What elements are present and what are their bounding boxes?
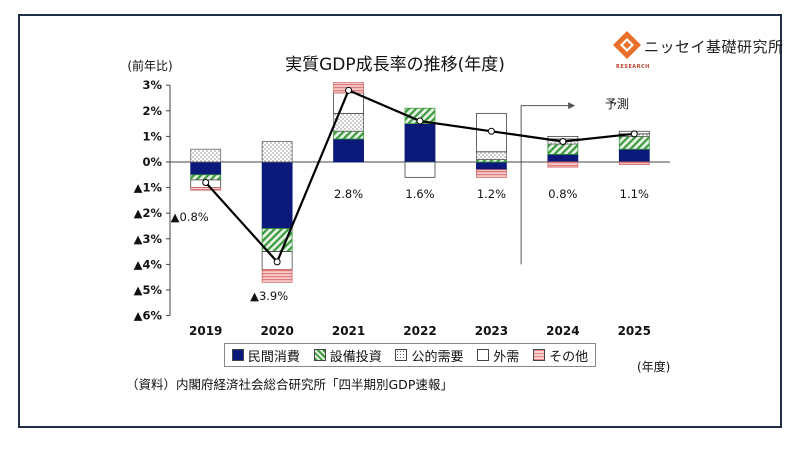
legend-label-public: 公的需要 — [411, 349, 464, 365]
x-axis-unit: (年度) — [637, 360, 671, 374]
gdp-growth-point — [273, 258, 281, 266]
bar-segment-private — [190, 161, 222, 176]
gdp-growth-point — [630, 130, 638, 138]
bar-segment-private — [333, 138, 364, 163]
gdp-growth-point — [416, 117, 424, 125]
y-tick-label: ▲1% — [134, 181, 163, 195]
y-tick-label: ▲5% — [134, 283, 163, 297]
bar-segment-invest — [618, 135, 650, 150]
forecast-arrow-head — [568, 102, 576, 110]
bar-segment-public — [261, 141, 293, 163]
legend-item-external: 外需 — [477, 346, 519, 365]
bar-segment-invest — [547, 143, 579, 155]
bar-segment-external — [404, 161, 436, 178]
y-axis-label: (前年比) — [127, 58, 172, 73]
bar-segment-other — [190, 187, 222, 191]
x-tick-label: 2022 — [403, 324, 436, 338]
legend-label-private: 民間消費 — [247, 349, 300, 365]
x-tick-label: 2021 — [332, 324, 365, 338]
bar-segment-private — [618, 148, 650, 163]
bar-segment-private — [404, 123, 436, 163]
y-tick-label: 3% — [142, 78, 162, 92]
bar-segment-invest — [333, 130, 364, 140]
logo: ニッセイ基礎研究所 RESEARCH — [612, 30, 787, 75]
forecast-annotation: 予測 — [605, 97, 629, 111]
legend-label-other: その他 — [549, 349, 589, 365]
bar-segment-private — [261, 161, 293, 229]
legend-label-external: 外需 — [493, 349, 520, 365]
bar-segment-public — [190, 148, 222, 163]
gdp-data-label: ▲0.8% — [171, 210, 209, 224]
bar-segment-invest — [261, 228, 293, 252]
bar-segment-other — [476, 169, 507, 178]
source-note: （資料）内閣府経済社会総合研究所「四半期別GDP速報」 — [126, 377, 453, 392]
x-tick-label: 2025 — [618, 324, 651, 338]
x-tick-label: 2020 — [260, 324, 293, 338]
legend-swatch-public — [395, 349, 408, 361]
gdp-data-label: ▲3.9% — [250, 289, 288, 303]
x-tick-label: 2023 — [475, 324, 508, 338]
logo-text: ニッセイ基礎研究所 — [644, 38, 784, 56]
bar-segment-private — [476, 161, 507, 171]
legend-item-public: 公的需要 — [395, 346, 464, 365]
x-tick-label: 2019 — [189, 324, 222, 338]
gdp-growth-point — [345, 86, 353, 94]
bar-segment-other — [547, 161, 579, 168]
gdp-data-label: 1.6% — [405, 187, 434, 201]
bar-segment-private — [547, 153, 579, 163]
bar-segment-other — [618, 161, 650, 165]
gdp-data-label: 2.8% — [334, 187, 363, 201]
logo-subtext: RESEARCH — [616, 64, 650, 70]
legend-swatch-invest — [313, 349, 326, 361]
gdp-growth-point — [559, 138, 567, 146]
legend-label-invest: 設備投資 — [329, 349, 382, 365]
legend: 民間消費 設備投資 公的需要 外需 その他 — [224, 343, 596, 367]
gdp-growth-point — [202, 178, 210, 186]
y-tick-label: 2% — [142, 104, 162, 118]
gdp-data-label: 1.1% — [620, 187, 649, 201]
legend-item-private: 民間消費 — [231, 346, 300, 365]
bar-segment-other — [261, 269, 293, 283]
legend-swatch-external — [477, 349, 490, 361]
chart-title: 実質GDP成長率の推移(年度) — [285, 55, 505, 75]
y-tick-label: 1% — [142, 129, 162, 143]
logo-mark-icon — [613, 31, 641, 59]
legend-item-invest: 設備投資 — [313, 346, 382, 365]
bar-segment-public — [476, 151, 507, 160]
gdp-growth-point — [487, 127, 495, 135]
gdp-data-label: 0.8% — [548, 187, 577, 201]
y-tick-label: ▲2% — [134, 206, 163, 220]
x-tick-label: 2024 — [546, 324, 579, 338]
legend-item-other: その他 — [533, 346, 588, 365]
y-tick-label: ▲6% — [134, 309, 163, 323]
legend-swatch-private — [231, 349, 244, 361]
gdp-data-label: 1.2% — [477, 187, 506, 201]
y-tick-label: ▲4% — [134, 257, 163, 271]
legend-swatch-other — [533, 349, 546, 361]
y-tick-label: ▲3% — [134, 232, 163, 246]
y-tick-label: 0% — [142, 155, 162, 169]
